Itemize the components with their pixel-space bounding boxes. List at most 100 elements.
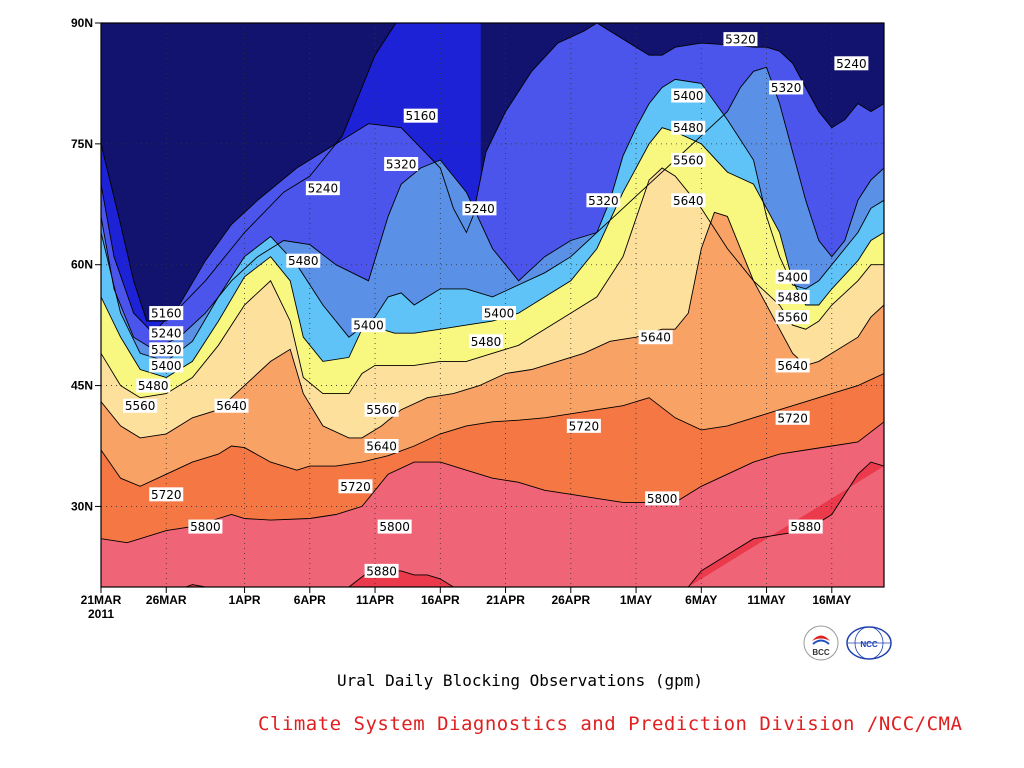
contour-label-text: 5560 — [366, 403, 397, 417]
contour-label: 5240 — [305, 181, 340, 196]
contour-label-text: 5400 — [673, 89, 704, 103]
contour-label: 5480 — [775, 289, 810, 304]
x-tick-label: 11MAY — [747, 593, 785, 607]
x-tick-label: 16APR — [421, 593, 460, 607]
contour-label: 5560 — [364, 402, 399, 417]
contour-label-text: 5400 — [151, 359, 182, 373]
y-tick-label: 60N — [71, 258, 93, 272]
contour-label-text: 5800 — [379, 520, 410, 534]
y-tick-label: 75N — [71, 137, 93, 151]
contour-label-box — [671, 152, 706, 167]
contour-label-box — [775, 289, 810, 304]
x-tick-label: 1APR — [229, 593, 261, 607]
contour-label: 5480 — [136, 378, 171, 393]
contour-label: 5400 — [775, 269, 810, 284]
contour-label-text: 5400 — [353, 319, 384, 333]
contour-label: 5880 — [364, 563, 399, 578]
bcc-logo: BCC — [803, 625, 839, 661]
chart-title: Ural Daily Blocking Observations (gpm) — [336, 671, 704, 690]
contour-label-text: 5240 — [151, 327, 182, 341]
contour-label-text: 5720 — [569, 419, 600, 433]
contour-label: 5400 — [482, 306, 517, 321]
contour-label: 5480 — [468, 334, 503, 349]
contour-label: 5480 — [671, 120, 706, 135]
x-tick-label: 26MAR — [146, 593, 187, 607]
x-tick-label: 21MAR — [81, 593, 122, 607]
contour-label-box — [214, 398, 249, 413]
contour-label-box — [468, 334, 503, 349]
contour-label-box — [403, 108, 438, 123]
x-tick-label: 26APR — [551, 593, 590, 607]
contour-label-text: 5480 — [138, 379, 169, 393]
contour-label: 5720 — [775, 410, 810, 425]
contour-label: 5400 — [149, 358, 184, 373]
contour-label: 5160 — [149, 306, 184, 321]
contour-label-text: 5640 — [216, 399, 247, 413]
contour-label-text: 5400 — [777, 270, 808, 284]
contour-label-text: 5320 — [588, 194, 619, 208]
contour-label-text: 5720 — [151, 488, 182, 502]
contour-label-box — [671, 193, 706, 208]
x-year-label: 2011 — [88, 607, 114, 621]
contour-label: 5800 — [188, 519, 223, 534]
x-tick-label: 11APR — [356, 593, 394, 607]
contour-label: 5720 — [566, 418, 601, 433]
contour-label-text: 5480 — [777, 290, 808, 304]
contour-label: 5560 — [775, 310, 810, 325]
bcc-logo-text: BCC — [812, 648, 830, 657]
contour-label-text: 5480 — [471, 335, 502, 349]
contour-label: 5640 — [364, 439, 399, 454]
contour-label-box — [123, 398, 158, 413]
contour-label: 5640 — [671, 193, 706, 208]
contour-label: 5320 — [769, 80, 804, 95]
contour-label-box — [149, 326, 184, 341]
contour-label-text: 5240 — [308, 182, 339, 196]
contour-label-box — [671, 88, 706, 103]
y-tick-label: 30N — [71, 499, 93, 513]
contour-label-box — [351, 318, 386, 333]
contour-label-box — [566, 418, 601, 433]
contour-label: 5240 — [149, 326, 184, 341]
contour-label-box — [136, 378, 171, 393]
contour-label-text: 5800 — [190, 520, 221, 534]
plot-frame — [100, 22, 885, 588]
contour-label: 5800 — [377, 519, 412, 534]
contour-label-text: 5480 — [288, 254, 319, 268]
contour-label-box — [586, 193, 621, 208]
y-tick-label: 45N — [71, 379, 93, 393]
contour-label-text: 5320 — [771, 81, 802, 95]
contour-label-box — [364, 439, 399, 453]
y-tick-label: 90N — [71, 16, 93, 30]
contour-label-box — [305, 181, 340, 196]
contour-label-text: 5320 — [386, 158, 417, 172]
contour-label-text: 5160 — [405, 109, 436, 123]
footer-credit: Climate System Diagnostics and Predictio… — [258, 713, 963, 735]
contour-label-box — [775, 358, 810, 373]
contour-label: 5480 — [286, 253, 321, 268]
contour-label-box — [723, 32, 758, 47]
contour-label-box — [775, 310, 810, 325]
contour-label: 5320 — [384, 157, 419, 172]
contour-label-text: 5640 — [777, 359, 808, 373]
contour-label-box — [286, 253, 321, 268]
contour-label: 5400 — [351, 318, 386, 333]
contour-label-box — [149, 487, 184, 502]
contour-label-text: 5240 — [464, 202, 495, 216]
contour-label-box — [638, 330, 673, 345]
contour-label-box — [149, 342, 184, 357]
contour-label-text: 5320 — [725, 33, 756, 47]
x-tick-label: 6APR — [294, 593, 326, 607]
contour-label-text: 5560 — [125, 399, 156, 413]
contour-label-text: 5640 — [366, 440, 397, 454]
contour-label-box — [338, 479, 373, 494]
ncc-logo: NCC — [846, 626, 892, 660]
x-tick-label: 16MAY — [812, 593, 851, 607]
contour-label: 5320 — [586, 193, 621, 208]
contour-line-5160 — [101, 23, 397, 322]
contour-label-text: 5640 — [640, 331, 671, 345]
contour-label-box — [149, 358, 184, 373]
contour-label-box — [769, 80, 804, 95]
contour-label: 5640 — [214, 398, 249, 413]
x-tick-label: 1MAY — [620, 593, 652, 607]
contour-label: 5720 — [338, 479, 373, 494]
